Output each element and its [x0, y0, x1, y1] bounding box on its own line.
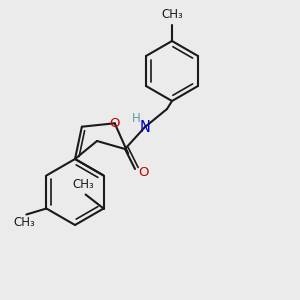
Text: H: H: [132, 112, 140, 125]
Text: N: N: [140, 119, 150, 134]
Text: CH₃: CH₃: [14, 217, 35, 230]
Text: CH₃: CH₃: [73, 178, 94, 190]
Text: O: O: [138, 166, 148, 178]
Text: CH₃: CH₃: [161, 8, 183, 21]
Text: O: O: [110, 117, 120, 130]
